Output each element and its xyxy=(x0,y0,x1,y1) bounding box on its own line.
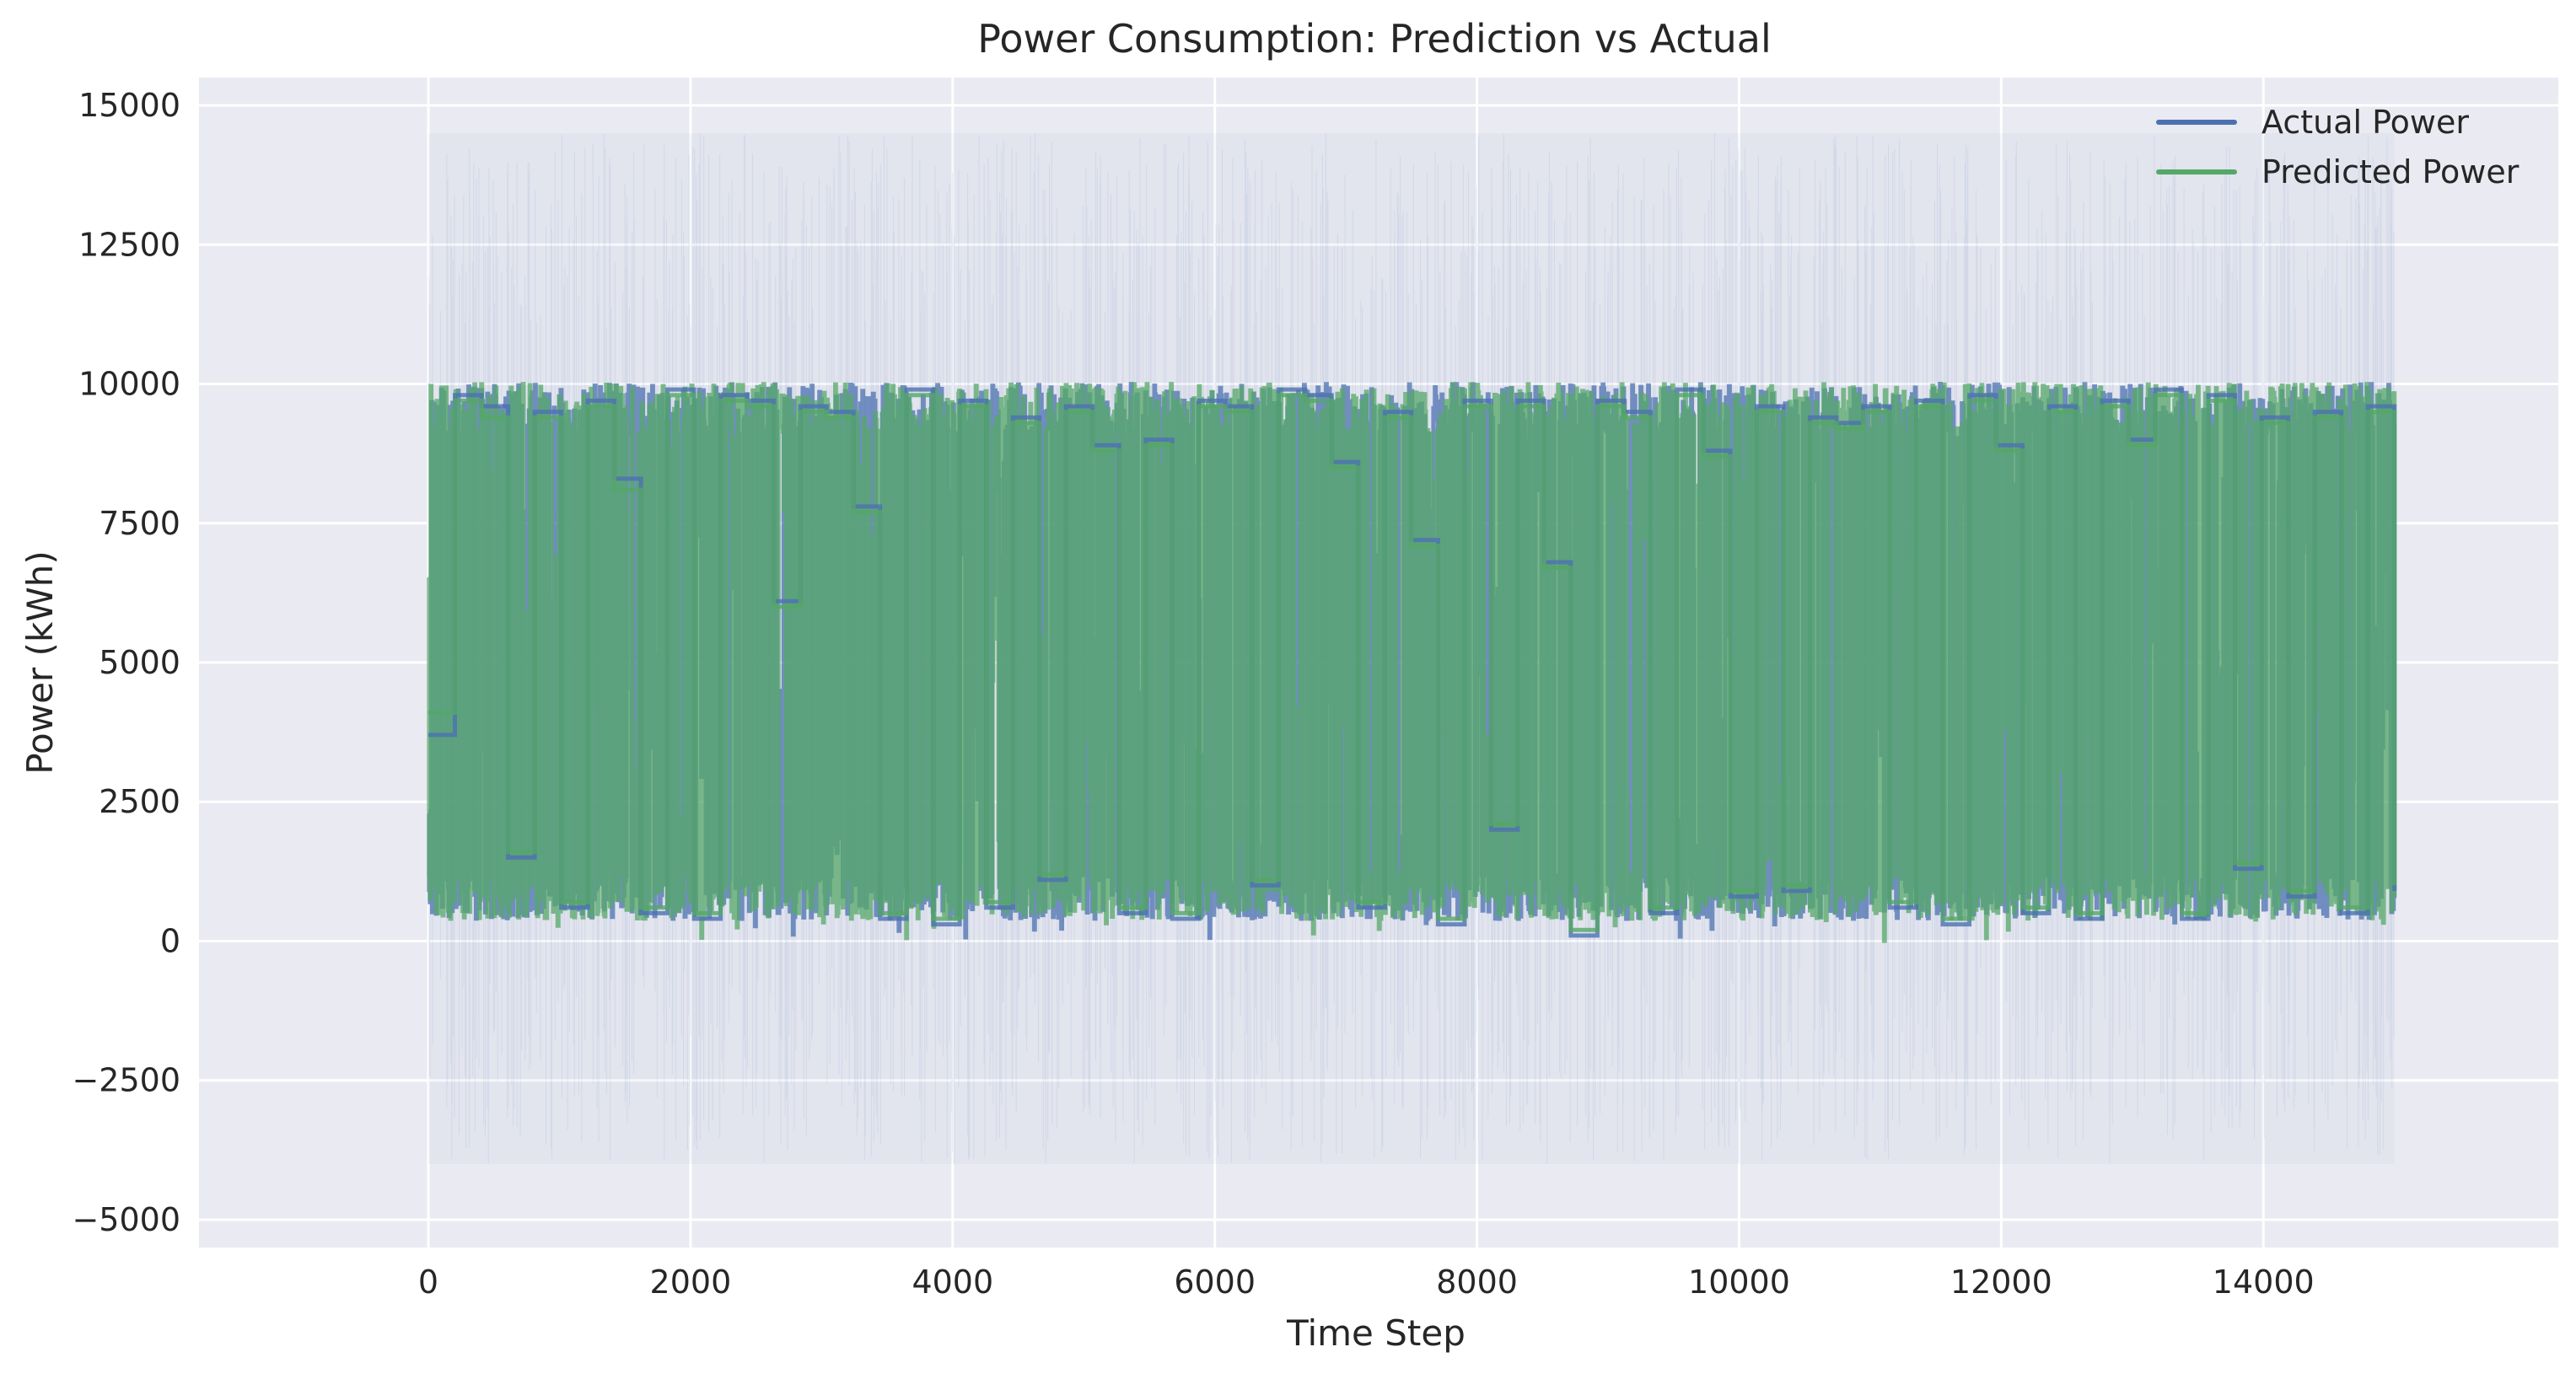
y-tick-label: 7500 xyxy=(99,505,180,542)
y-axis-title: Power (kWh) xyxy=(19,550,61,775)
x-tick-label: 10000 xyxy=(1688,1264,1790,1301)
series-lines xyxy=(427,382,2397,943)
y-tick-label: 0 xyxy=(160,922,180,959)
y-tick-label: 12500 xyxy=(78,226,180,263)
x-tick-label: 4000 xyxy=(912,1264,993,1301)
x-axis-tick-labels: 0 2000 4000 6000 8000 10000 12000 14000 xyxy=(418,1264,2315,1301)
y-tick-label: 15000 xyxy=(78,87,180,124)
x-tick-label: 6000 xyxy=(1174,1264,1256,1301)
legend-label-actual-power: Actual Power xyxy=(2261,104,2469,141)
x-tick-label: 0 xyxy=(418,1264,438,1301)
legend-label-predicted-power: Predicted Power xyxy=(2261,153,2520,190)
y-axis-tick-labels: −5000 −2500 0 2500 5000 7500 10000 12500 15000 xyxy=(72,87,180,1238)
y-tick-label: 2500 xyxy=(99,783,180,820)
series-line-predicted-power xyxy=(427,382,2397,943)
legend: Actual Power Predicted Power xyxy=(2156,104,2520,190)
x-axis-title: Time Step xyxy=(1286,1312,1465,1354)
y-tick-label: 10000 xyxy=(78,366,180,403)
y-tick-label: −5000 xyxy=(72,1201,180,1238)
y-tick-label: 5000 xyxy=(99,644,180,681)
chart-title: Power Consumption: Prediction vs Actual xyxy=(977,16,1772,62)
x-tick-label: 8000 xyxy=(1436,1264,1518,1301)
x-tick-label: 12000 xyxy=(1950,1264,2052,1301)
x-tick-label: 14000 xyxy=(2213,1264,2315,1301)
series-data-predicted-power xyxy=(428,393,2397,932)
y-tick-label: −2500 xyxy=(72,1062,180,1099)
x-tick-label: 2000 xyxy=(650,1264,732,1301)
